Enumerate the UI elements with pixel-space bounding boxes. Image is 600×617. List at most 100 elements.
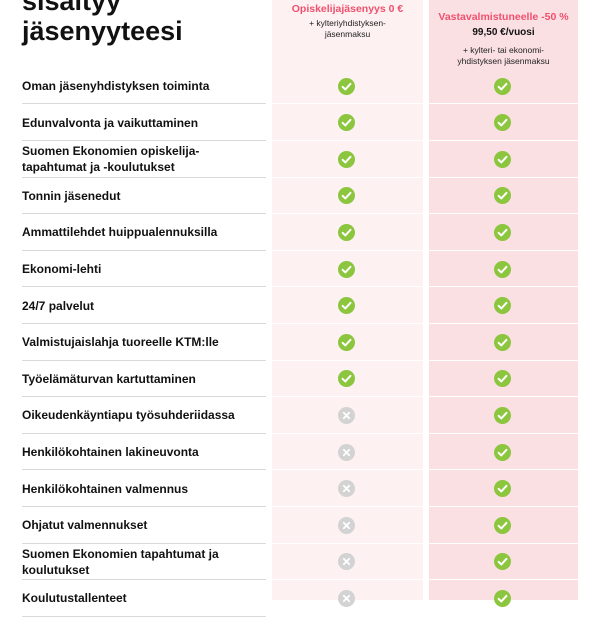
feature-row-13: Ohjatut valmennukset — [0, 507, 600, 544]
graduate-check-icon — [494, 150, 511, 168]
feature-label: Henkilökohtainen valmennus — [22, 481, 252, 497]
feature-label-line-1: Ekonomi-lehti — [22, 262, 102, 277]
feature-row-1: Oman jäsenyhdistyksen toiminta — [0, 68, 600, 105]
graduate-plan-price: 99,50 €/vuosi — [472, 27, 535, 38]
student-band-divider — [272, 542, 423, 544]
row-divider — [22, 469, 266, 471]
row-divider — [22, 432, 266, 434]
student-plan-note-line-2: jäsenmaksu — [324, 29, 371, 39]
feature-row-15: Koulutustallenteet — [0, 580, 600, 617]
student-band-divider — [272, 322, 423, 324]
graduate-plan-note-line-2: yhdistyksen jäsenmaksu — [457, 56, 550, 66]
feature-label: Valmistujaislahja tuoreelle KTM:lle — [22, 334, 252, 350]
feature-row-10: Oikeudenkäyntiapu työsuhderiidassa — [0, 397, 600, 434]
feature-label: Oikeudenkäyntiapu työsuhderiidassa — [22, 407, 252, 423]
student-cross-icon — [338, 480, 355, 498]
graduate-plan-note: + kylteri- tai ekonomi- yhdistyksen jäse… — [429, 45, 578, 67]
row-divider — [22, 103, 266, 105]
student-cross-icon — [338, 589, 355, 607]
feature-label: Tonnin jäsenedut — [22, 188, 252, 204]
graduate-check-icon — [494, 223, 511, 241]
student-band-divider — [272, 579, 423, 581]
heading-line-1: sisältyy — [22, 0, 122, 16]
feature-row-2: Edunvalvonta ja vaikuttaminen — [0, 104, 600, 141]
row-divider — [22, 139, 266, 141]
row-divider — [22, 396, 266, 398]
student-band-divider — [272, 213, 423, 215]
feature-label-line-1: Ohjatut valmennukset — [22, 518, 148, 533]
graduate-band-divider — [429, 176, 578, 178]
row-divider — [22, 213, 266, 215]
feature-label-line-1: Valmistujaislahja tuoreelle KTM:lle — [22, 335, 219, 350]
graduate-band-divider — [429, 579, 578, 581]
row-divider — [22, 249, 266, 251]
student-cross-icon — [338, 553, 355, 571]
feature-label-line-1: Suomen Ekonomien opiskelija- — [22, 144, 200, 159]
feature-label: Oman jäsenyhdistyksen toiminta — [22, 78, 252, 94]
feature-label: Edunvalvonta ja vaikuttaminen — [22, 115, 252, 131]
feature-row-3: Suomen Ekonomien opiskelija- tapahtumat … — [0, 141, 600, 178]
feature-row-9: Työelämäturvan kartuttaminen — [0, 361, 600, 398]
student-band-divider — [272, 505, 423, 507]
row-divider — [22, 542, 266, 544]
student-check-icon — [338, 370, 355, 388]
student-band-divider — [272, 249, 423, 251]
graduate-check-icon — [494, 260, 511, 278]
student-cross-icon — [338, 443, 355, 461]
student-check-icon — [338, 260, 355, 278]
feature-row-4: Tonnin jäsenedut — [0, 178, 600, 215]
graduate-plan-name: Vastavalmistuneelle -50 % — [438, 11, 569, 23]
feature-label-line-2: tapahtumat ja -koulutukset — [22, 160, 175, 175]
row-divider — [22, 286, 266, 288]
row-divider — [22, 176, 266, 178]
feature-label: Ekonomi-lehti — [22, 261, 252, 277]
feature-label: Suomen Ekonomien tapahtumat ja koulutuks… — [22, 546, 252, 578]
student-cross-icon — [338, 516, 355, 534]
graduate-band-divider — [429, 286, 578, 288]
feature-label-line-1: Oikeudenkäyntiapu työsuhderiidassa — [22, 408, 235, 423]
graduate-band-divider — [429, 249, 578, 251]
graduate-check-icon — [494, 333, 511, 351]
feature-label: Koulutustallenteet — [22, 590, 252, 606]
row-divider — [22, 322, 266, 324]
student-band-divider — [272, 359, 423, 361]
feature-label-line-1: Henkilökohtainen lakineuvonta — [22, 445, 199, 460]
feature-row-6: Ekonomi-lehti — [0, 251, 600, 288]
student-band-divider — [272, 103, 423, 105]
feature-row-14: Suomen Ekonomien tapahtumat ja koulutuks… — [0, 544, 600, 581]
student-band-divider — [272, 139, 423, 141]
student-plan-name: Opiskelijajäsenyys 0 € — [291, 3, 404, 15]
feature-row-11: Henkilökohtainen lakineuvonta — [0, 434, 600, 471]
student-check-icon — [338, 77, 355, 95]
graduate-band-divider — [429, 103, 578, 105]
feature-label: Ammattilehdet huippualennuksilla — [22, 224, 252, 240]
feature-label-line-2: koulutukset — [22, 562, 90, 577]
graduate-check-icon — [494, 589, 511, 607]
feature-label: Työelämäturvan kartuttaminen — [22, 371, 252, 387]
student-check-icon — [338, 297, 355, 315]
feature-row-5: Ammattilehdet huippualennuksilla — [0, 214, 600, 251]
graduate-band-divider — [429, 139, 578, 141]
graduate-band-divider — [429, 469, 578, 471]
graduate-check-icon — [494, 516, 511, 534]
feature-row-7: 24/7 palvelut — [0, 287, 600, 324]
graduate-band-divider — [429, 542, 578, 544]
feature-label: Ohjatut valmennukset — [22, 517, 252, 533]
feature-label-line-1: Edunvalvonta ja vaikuttaminen — [22, 115, 199, 130]
student-cross-icon — [338, 406, 355, 424]
graduate-check-icon — [494, 406, 511, 424]
feature-label-line-1: Suomen Ekonomien tapahtumat ja — [22, 546, 219, 561]
graduate-band-divider — [429, 505, 578, 507]
heading-line-2: jäsenyyteesi — [22, 16, 183, 46]
student-band-divider — [272, 176, 423, 178]
graduate-check-icon — [494, 370, 511, 388]
feature-label: 24/7 palvelut — [22, 298, 252, 314]
graduate-band-divider — [429, 432, 578, 434]
graduate-band-divider — [429, 396, 578, 398]
student-check-icon — [338, 150, 355, 168]
feature-label-line-1: Työelämäturvan kartuttaminen — [22, 371, 196, 386]
feature-label-line-1: Tonnin jäsenedut — [22, 188, 121, 203]
student-check-icon — [338, 187, 355, 205]
student-band-divider — [272, 396, 423, 398]
student-plan-note-line-1: + kylteriyhdistyksen- — [309, 18, 386, 28]
